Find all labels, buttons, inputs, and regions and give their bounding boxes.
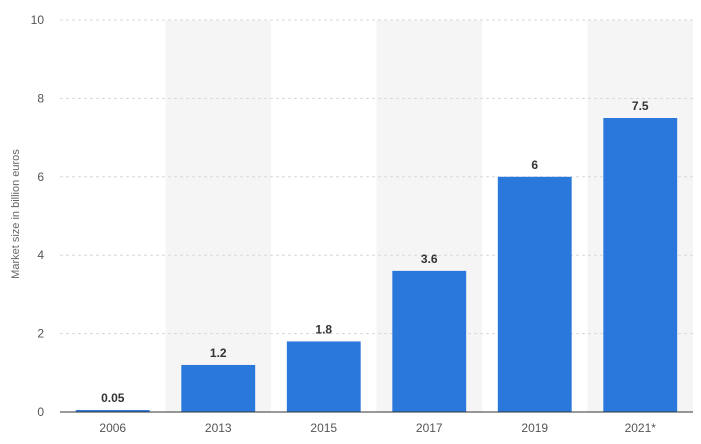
x-tick-label: 2019	[521, 421, 548, 435]
bar-value-label: 1.8	[315, 322, 332, 336]
x-tick-label: 2021*	[625, 421, 657, 435]
x-tick-label: 2017	[416, 421, 443, 435]
bar-value-label: 1.2	[210, 346, 227, 360]
bar-value-label: 0.05	[101, 391, 125, 405]
y-tick-label: 0	[37, 405, 44, 419]
y-tick-label: 8	[37, 91, 44, 105]
bar	[497, 176, 572, 412]
y-tick-label: 6	[37, 170, 44, 184]
x-tick-label: 2015	[310, 421, 337, 435]
y-tick-label: 4	[37, 248, 44, 262]
y-tick-label: 2	[37, 327, 44, 341]
labels: 0 2 4 6 8 10 0.05 2006 1.2 2013 1.8 2015 3.6 2017 6 201…	[31, 13, 657, 435]
x-tick-label: 2013	[205, 421, 232, 435]
bar-value-label: 6	[531, 158, 538, 172]
bar	[75, 410, 150, 412]
bar	[286, 341, 361, 412]
bar-value-label: 3.6	[421, 252, 438, 266]
y-tick-label: 10	[31, 13, 45, 27]
bar	[392, 270, 467, 412]
bar	[603, 118, 678, 412]
x-tick-label: 2006	[99, 421, 126, 435]
bar	[181, 364, 256, 412]
bar-value-label: 7.5	[632, 99, 649, 113]
y-axis-title: Market size in billion euros	[10, 149, 22, 279]
bars	[75, 118, 678, 412]
category-band	[165, 20, 271, 412]
